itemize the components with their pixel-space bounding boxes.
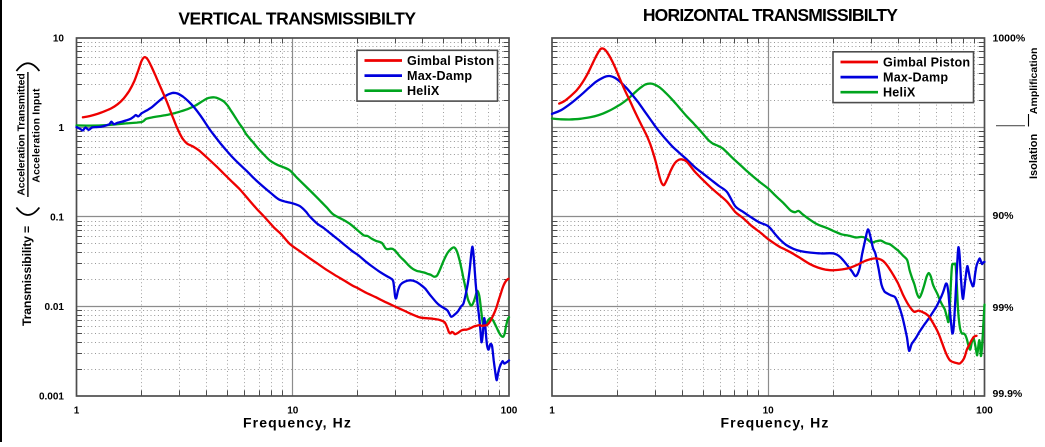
- svg-text:Amplification: Amplification: [1028, 48, 1040, 115]
- svg-text:90%: 90%: [993, 210, 1015, 222]
- svg-text:Frequency, Hz: Frequency, Hz: [243, 415, 352, 431]
- svg-text:99%: 99%: [993, 302, 1015, 314]
- svg-text:0.1: 0.1: [50, 212, 64, 223]
- svg-text:1000%: 1000%: [993, 32, 1026, 44]
- svg-text:1: 1: [549, 406, 555, 417]
- svg-text:Gimbal Piston: Gimbal Piston: [883, 56, 970, 70]
- svg-text:100: 100: [976, 406, 993, 417]
- svg-text:Acceleration Transmitted: Acceleration Transmitted: [16, 73, 27, 195]
- svg-text:HORIZONTAL TRANSMISSIBILTY: HORIZONTAL TRANSMISSIBILTY: [643, 5, 898, 25]
- svg-text:100: 100: [501, 406, 518, 417]
- svg-text:0.01: 0.01: [45, 302, 65, 313]
- svg-text:Acceleration Input: Acceleration Input: [31, 88, 42, 183]
- svg-text:VERTICAL TRANSMISSIBILTY: VERTICAL TRANSMISSIBILTY: [178, 9, 416, 29]
- svg-text:10: 10: [287, 406, 299, 417]
- svg-text:Max-Damp: Max-Damp: [883, 71, 948, 85]
- svg-text:Isolation: Isolation: [1028, 134, 1040, 180]
- svg-text:1: 1: [74, 406, 80, 417]
- svg-text:Gimbal Piston: Gimbal Piston: [407, 54, 494, 68]
- svg-text:HeliX: HeliX: [407, 84, 440, 98]
- svg-text:Frequency, Hz: Frequency, Hz: [721, 415, 830, 431]
- svg-text:1: 1: [58, 123, 64, 134]
- svg-text:10: 10: [53, 33, 65, 44]
- svg-text:HeliX: HeliX: [883, 86, 916, 100]
- svg-text:99.9%: 99.9%: [993, 388, 1023, 400]
- svg-text:Transmissibility =: Transmissibility =: [20, 226, 34, 326]
- svg-text:0.001: 0.001: [39, 391, 64, 402]
- svg-text:10: 10: [763, 406, 775, 417]
- svg-text:Max-Damp: Max-Damp: [407, 69, 472, 83]
